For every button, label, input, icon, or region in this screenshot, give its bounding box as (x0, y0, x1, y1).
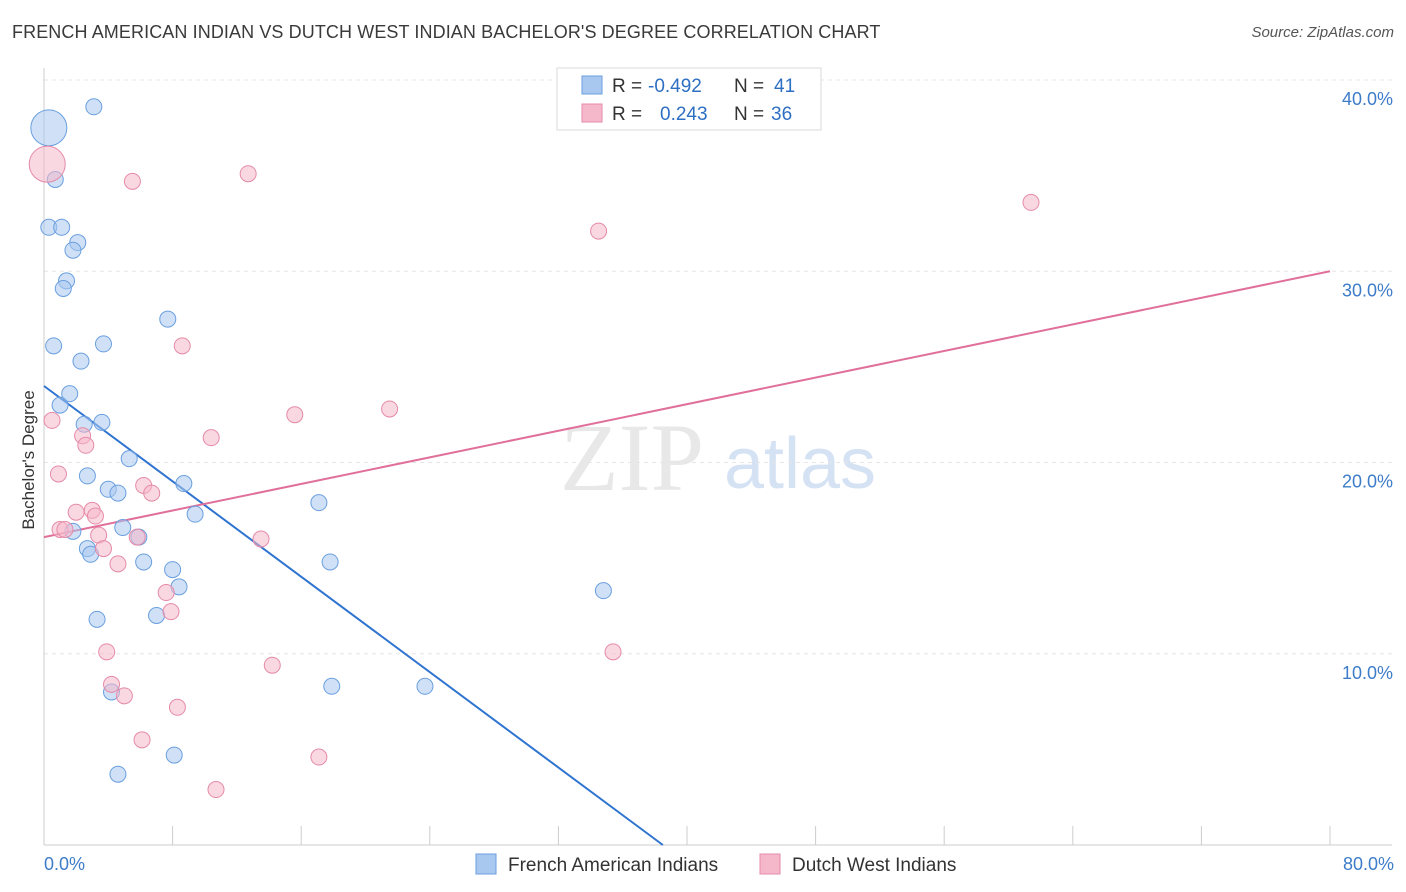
data-point (43, 411, 61, 429)
data-point (56, 520, 74, 538)
data-point (109, 765, 127, 783)
data-point (175, 475, 193, 493)
data-point (45, 337, 63, 355)
trend-lines (43, 270, 1331, 846)
chart-source: Source: ZipAtlas.com (1251, 24, 1394, 41)
bottom-legend-label: Dutch West Indians (792, 855, 956, 876)
legend-r-value: -0.492 (648, 76, 702, 97)
data-point (78, 467, 96, 485)
data-point (85, 98, 103, 116)
data-point (381, 400, 399, 418)
data-point (109, 484, 127, 502)
axes: 0.0% 80.0% (43, 68, 1394, 874)
data-point (594, 582, 612, 600)
data-point (30, 109, 68, 147)
bottom-legend-swatch-blue (475, 853, 497, 875)
data-point (1022, 193, 1040, 211)
data-point (159, 310, 177, 328)
data-point (202, 429, 220, 447)
data-point (115, 687, 133, 705)
watermark-atlas: atlas (724, 424, 876, 504)
legend-r-label: R = (612, 104, 642, 125)
data-point (186, 505, 204, 523)
data-point (135, 553, 153, 571)
legend-r-value: 0.243 (660, 104, 708, 125)
data-point (49, 465, 67, 483)
data-point (88, 610, 106, 628)
bottom-legend-swatch-pink (759, 853, 781, 875)
data-point (168, 698, 186, 716)
y-tick-label: 20.0% (1342, 472, 1393, 492)
data-point (109, 555, 127, 573)
data-point (93, 413, 111, 431)
data-point (114, 519, 132, 537)
data-point (54, 279, 72, 297)
data-point (321, 553, 339, 571)
data-point (77, 436, 95, 454)
y-tick-label: 10.0% (1342, 663, 1393, 683)
bottom-legend-label: French American Indians (508, 855, 718, 876)
data-point (148, 607, 166, 624)
bottom-legend: French American Indians Dutch West India… (475, 853, 956, 876)
data-point (143, 484, 161, 502)
data-point (94, 335, 112, 353)
data-point (323, 677, 341, 695)
data-point (64, 241, 82, 259)
data-point (53, 218, 71, 236)
data-point (263, 656, 281, 674)
y-axis-label: Bachelor's Degree (19, 390, 38, 529)
data-point (94, 540, 112, 558)
data-point (61, 385, 79, 403)
data-point (165, 746, 183, 764)
trend-line (43, 270, 1331, 539)
legend-n-label: N = (734, 104, 764, 125)
data-point (310, 748, 328, 766)
data-point (207, 781, 225, 799)
data-point (157, 584, 175, 602)
data-points (28, 98, 1040, 799)
y-tick-label: 40.0% (1342, 89, 1393, 109)
legend-n-label: N = (734, 76, 764, 97)
data-point (286, 406, 304, 424)
chart-title: FRENCH AMERICAN INDIAN VS DUTCH WEST IND… (12, 22, 881, 42)
data-point (133, 731, 151, 749)
data-point (310, 494, 328, 512)
data-point (590, 222, 608, 240)
legend-n-value: 41 (774, 76, 795, 97)
legend: R = -0.492 N = 41 R = 0.243 N = 36 (556, 67, 822, 131)
data-point (72, 352, 90, 370)
data-point (416, 677, 434, 695)
data-point (252, 530, 270, 548)
watermark-zip: ZIP (560, 404, 704, 511)
data-point (51, 396, 69, 414)
legend-swatch-pink (581, 103, 603, 123)
data-point (28, 145, 66, 183)
legend-r-label: R = (612, 76, 642, 97)
x-tick-label: 80.0% (1343, 854, 1394, 874)
data-point (128, 528, 146, 546)
data-point (98, 643, 116, 661)
legend-n-value: 36 (771, 104, 792, 125)
data-point (123, 172, 141, 190)
trend-line (43, 385, 664, 846)
legend-swatch-blue (581, 75, 603, 95)
x-tick-label: 0.0% (44, 854, 85, 874)
data-point (162, 603, 180, 621)
data-point (164, 561, 182, 579)
data-point (239, 165, 257, 183)
data-point (86, 507, 104, 525)
data-point (604, 643, 622, 661)
data-point (103, 675, 121, 693)
data-point (120, 450, 138, 468)
data-point (67, 503, 85, 521)
data-point (173, 337, 191, 355)
y-tick-label: 30.0% (1342, 280, 1393, 300)
